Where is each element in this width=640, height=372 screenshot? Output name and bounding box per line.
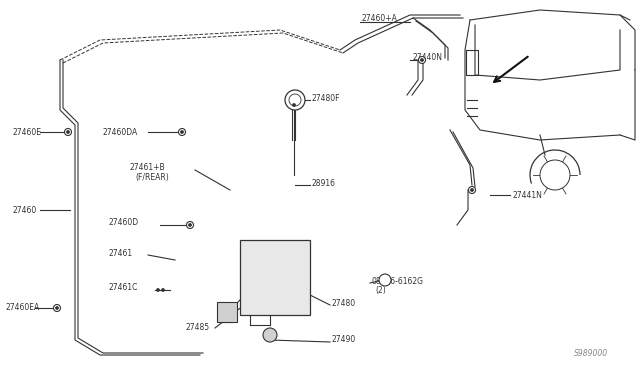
Circle shape — [186, 221, 193, 228]
Circle shape — [470, 189, 474, 192]
Text: 27461: 27461 — [108, 248, 132, 257]
Circle shape — [420, 58, 424, 61]
Text: 27441N: 27441N — [513, 190, 543, 199]
Text: 27485: 27485 — [185, 323, 209, 331]
Circle shape — [180, 131, 184, 134]
Circle shape — [263, 328, 277, 342]
Text: 27460DA: 27460DA — [102, 128, 137, 137]
Text: 08146-6162G: 08146-6162G — [372, 276, 424, 285]
Circle shape — [65, 128, 72, 135]
Text: 27490: 27490 — [332, 336, 356, 344]
Text: (F/REAR): (F/REAR) — [135, 173, 169, 182]
Circle shape — [56, 307, 58, 310]
Text: 27480: 27480 — [332, 298, 356, 308]
Text: (2): (2) — [375, 286, 386, 295]
Circle shape — [285, 90, 305, 110]
Text: 27461C: 27461C — [108, 283, 138, 292]
Text: 27460D: 27460D — [108, 218, 138, 227]
Text: B: B — [383, 278, 387, 282]
Text: 27460E: 27460E — [12, 128, 41, 137]
Circle shape — [468, 186, 476, 193]
Bar — [217, 302, 237, 322]
Text: 27480F: 27480F — [312, 93, 340, 103]
Text: 27460: 27460 — [12, 205, 36, 215]
Text: 27460EA: 27460EA — [5, 304, 39, 312]
Circle shape — [292, 103, 296, 106]
Circle shape — [54, 305, 61, 311]
Circle shape — [289, 94, 301, 106]
Circle shape — [179, 128, 186, 135]
Text: 28916: 28916 — [312, 179, 336, 187]
Text: S989000: S989000 — [574, 349, 608, 358]
Circle shape — [540, 160, 570, 190]
Circle shape — [157, 289, 159, 292]
Text: 27440N: 27440N — [413, 52, 443, 61]
Bar — [240, 240, 310, 315]
Circle shape — [67, 131, 70, 134]
Circle shape — [161, 289, 164, 292]
Text: 27461+B: 27461+B — [130, 163, 166, 171]
Circle shape — [379, 274, 391, 286]
Circle shape — [419, 57, 426, 64]
Text: 27460+A: 27460+A — [362, 13, 398, 22]
Circle shape — [189, 224, 191, 227]
